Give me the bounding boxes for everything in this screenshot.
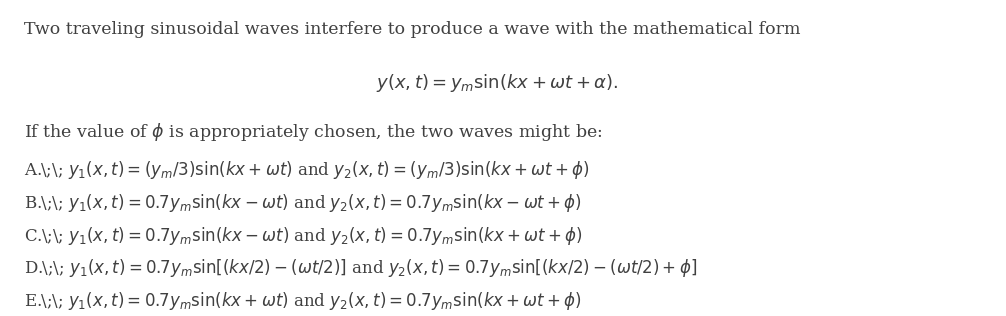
Text: If the value of $\phi$ is appropriately chosen, the two waves might be:: If the value of $\phi$ is appropriately … <box>24 121 603 143</box>
Text: B.\;\; $y_1(x,t) = 0.7y_m\sin(kx - \omega t)$ and $y_2(x,t) = 0.7y_m\sin(kx - \o: B.\;\; $y_1(x,t) = 0.7y_m\sin(kx - \omeg… <box>24 192 581 214</box>
Text: D.\;\; $y_1(x,t) = 0.7y_m\sin[(kx/2) - (\omega t/2)]$ and $y_2(x,t) = 0.7y_m\sin: D.\;\; $y_1(x,t) = 0.7y_m\sin[(kx/2) - (… <box>24 257 697 279</box>
Text: E.\;\; $y_1(x,t) = 0.7y_m\sin(kx + \omega t)$ and $y_2(x,t) = 0.7y_m\sin(kx + \o: E.\;\; $y_1(x,t) = 0.7y_m\sin(kx + \omeg… <box>24 290 581 312</box>
Text: $y(x,t) = y_m \sin(kx + \omega t + \alpha).$: $y(x,t) = y_m \sin(kx + \omega t + \alph… <box>375 72 618 94</box>
Text: Two traveling sinusoidal waves interfere to produce a wave with the mathematical: Two traveling sinusoidal waves interfere… <box>24 21 801 38</box>
Text: A.\;\; $y_1(x,t) = (y_m/3)\sin(kx + \omega t)$ and $y_2(x,t) = (y_m/3)\sin(kx + : A.\;\; $y_1(x,t) = (y_m/3)\sin(kx + \ome… <box>24 159 590 181</box>
Text: C.\;\; $y_1(x,t) = 0.7y_m\sin(kx - \omega t)$ and $y_2(x,t) = 0.7y_m\sin(kx + \o: C.\;\; $y_1(x,t) = 0.7y_m\sin(kx - \omeg… <box>24 225 582 246</box>
